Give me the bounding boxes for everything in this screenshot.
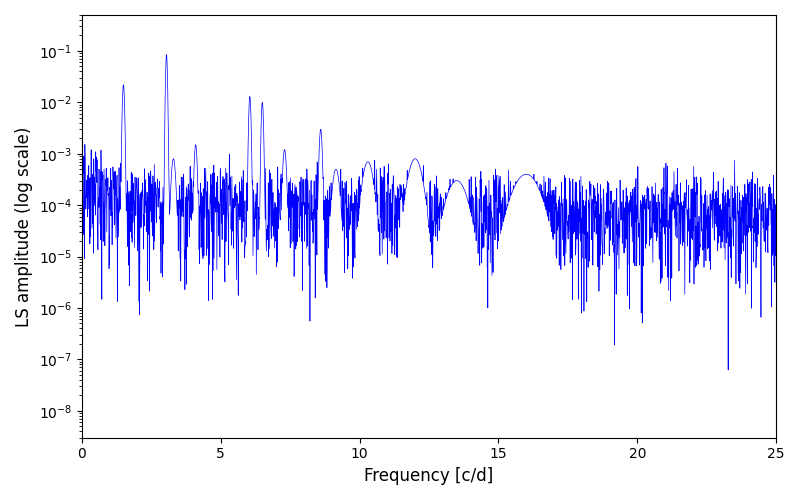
Y-axis label: LS amplitude (log scale): LS amplitude (log scale) [15,126,33,326]
X-axis label: Frequency [c/d]: Frequency [c/d] [364,467,494,485]
